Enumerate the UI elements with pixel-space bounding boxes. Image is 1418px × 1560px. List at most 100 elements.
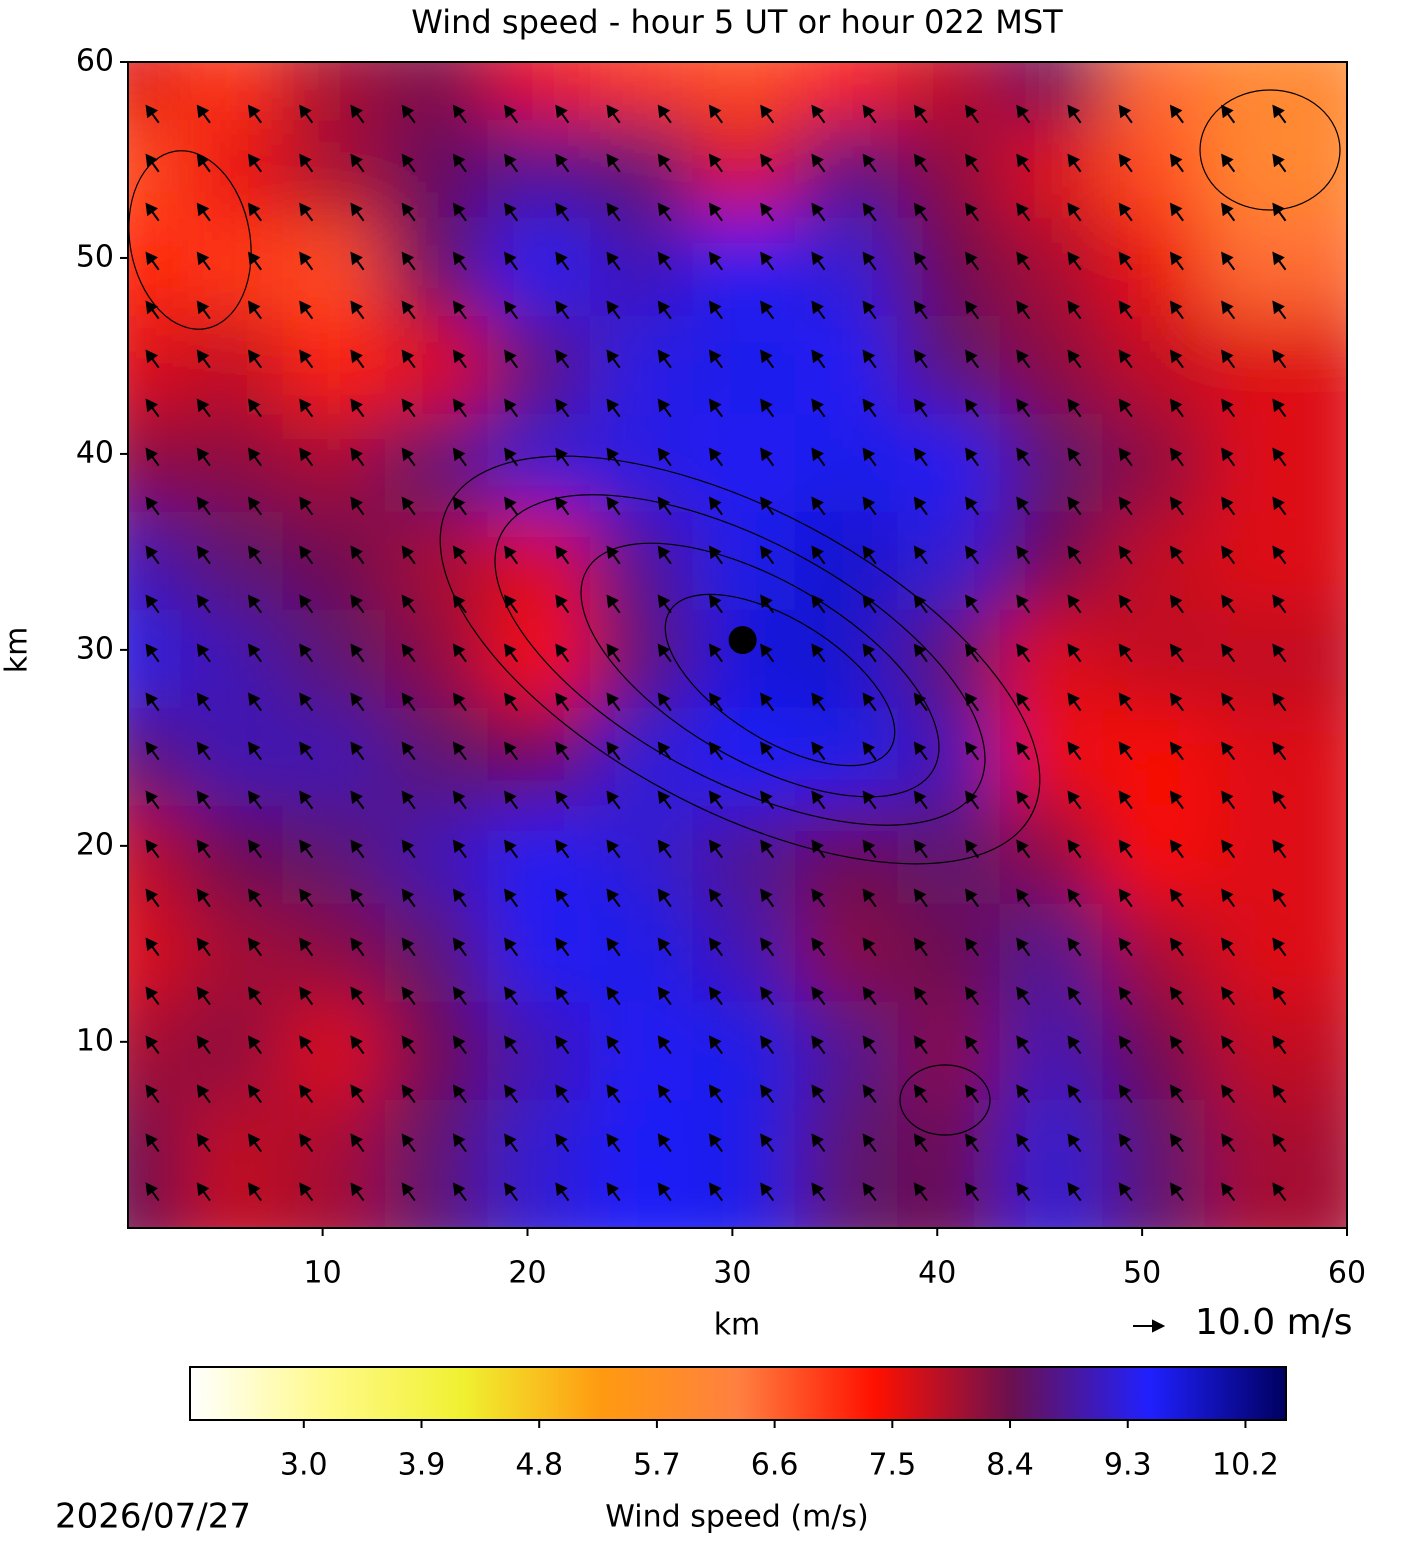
arrow xyxy=(504,839,519,859)
arrow xyxy=(811,741,826,761)
contour xyxy=(899,1064,991,1136)
arrow xyxy=(555,1084,570,1104)
arrow xyxy=(452,839,467,859)
arrow xyxy=(555,1133,570,1153)
arrow xyxy=(452,447,467,467)
arrow xyxy=(1016,496,1031,516)
arrow xyxy=(913,986,928,1006)
arrow xyxy=(1118,349,1133,369)
arrow xyxy=(708,1084,723,1104)
arrow xyxy=(504,643,519,663)
arrow xyxy=(504,545,519,565)
arrow xyxy=(606,643,621,663)
colorbar-label: Wind speed (m/s) xyxy=(605,1500,868,1535)
arrow xyxy=(1272,153,1287,173)
arrow xyxy=(196,251,211,271)
arrow xyxy=(247,839,262,859)
arrow xyxy=(299,692,314,712)
x-tick-label: 30 xyxy=(713,1256,751,1291)
arrow xyxy=(299,496,314,516)
arrow xyxy=(504,1182,519,1202)
arrow xyxy=(299,202,314,222)
arrow xyxy=(760,937,775,957)
arrow xyxy=(760,741,775,761)
arrow xyxy=(401,1182,416,1202)
arrow xyxy=(247,496,262,516)
arrow xyxy=(452,398,467,418)
arrow xyxy=(1118,447,1133,467)
arrow xyxy=(145,692,160,712)
arrow xyxy=(145,545,160,565)
arrow xyxy=(555,349,570,369)
arrow xyxy=(1067,447,1082,467)
arrow xyxy=(811,104,826,124)
arrow xyxy=(504,692,519,712)
arrow xyxy=(965,741,980,761)
arrow xyxy=(504,447,519,467)
y-tick-label: 60 xyxy=(76,44,114,79)
arrow xyxy=(1272,986,1287,1006)
arrow xyxy=(657,937,672,957)
arrow xyxy=(196,202,211,222)
arrow xyxy=(1118,545,1133,565)
arrow xyxy=(708,153,723,173)
arrow xyxy=(504,888,519,908)
arrow xyxy=(504,349,519,369)
arrow xyxy=(1118,937,1133,957)
arrow xyxy=(504,594,519,614)
x-tick-label: 50 xyxy=(1123,1256,1161,1291)
arrow xyxy=(1272,398,1287,418)
arrow xyxy=(196,545,211,565)
arrow xyxy=(401,496,416,516)
arrow xyxy=(1118,1182,1133,1202)
arrow xyxy=(504,937,519,957)
arrow xyxy=(350,741,365,761)
arrow xyxy=(811,1182,826,1202)
arrow xyxy=(1221,104,1236,124)
arrow xyxy=(196,496,211,516)
arrow xyxy=(1016,888,1031,908)
arrow xyxy=(606,545,621,565)
arrow xyxy=(606,104,621,124)
arrow xyxy=(401,1035,416,1055)
arrow xyxy=(606,839,621,859)
arrow xyxy=(1221,1084,1236,1104)
arrow xyxy=(401,790,416,810)
arrow xyxy=(708,937,723,957)
arrow xyxy=(657,300,672,320)
arrow xyxy=(452,937,467,957)
arrow xyxy=(555,594,570,614)
arrow xyxy=(606,986,621,1006)
arrow xyxy=(504,790,519,810)
arrow xyxy=(350,594,365,614)
arrow xyxy=(196,349,211,369)
arrow xyxy=(965,496,980,516)
arrow xyxy=(811,1084,826,1104)
colorbar-tick-label: 8.4 xyxy=(986,1448,1034,1483)
arrow xyxy=(606,202,621,222)
arrow xyxy=(299,447,314,467)
arrow xyxy=(1221,594,1236,614)
arrow xyxy=(1169,1084,1184,1104)
colorbar-tick-label: 7.5 xyxy=(868,1448,916,1483)
arrow xyxy=(862,398,877,418)
arrow xyxy=(196,153,211,173)
arrow xyxy=(1272,937,1287,957)
arrow xyxy=(657,839,672,859)
arrow xyxy=(196,398,211,418)
arrow xyxy=(299,300,314,320)
arrow xyxy=(247,447,262,467)
arrow xyxy=(657,741,672,761)
arrow xyxy=(811,349,826,369)
arrow xyxy=(1272,349,1287,369)
date: 2026/07/27 xyxy=(55,1497,251,1537)
arrow xyxy=(401,1133,416,1153)
arrow xyxy=(555,104,570,124)
arrow xyxy=(760,692,775,712)
arrow xyxy=(504,153,519,173)
arrow xyxy=(1169,1133,1184,1153)
arrow xyxy=(452,692,467,712)
arrow xyxy=(657,545,672,565)
arrow xyxy=(299,839,314,859)
arrow xyxy=(1221,643,1236,663)
